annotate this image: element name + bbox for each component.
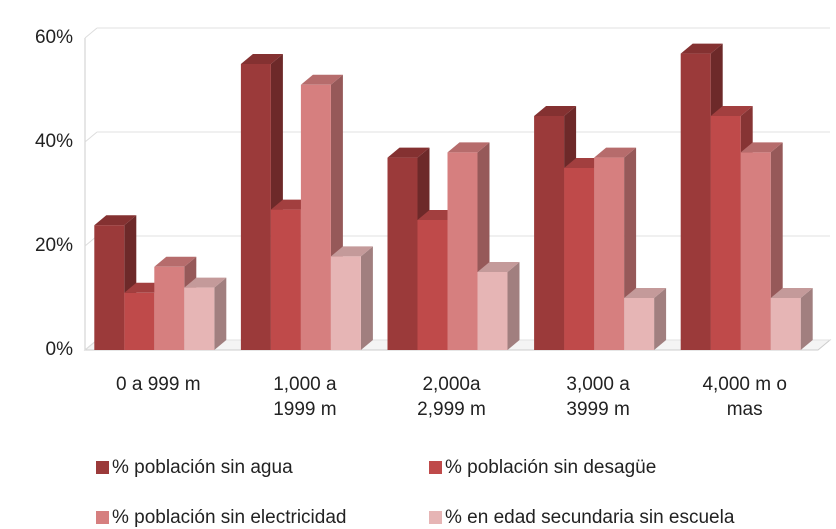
bar-side — [360, 246, 373, 350]
bar-top — [680, 43, 723, 54]
legend-label: % población sin desagüe — [445, 457, 656, 478]
bar — [594, 157, 625, 350]
bar-top — [330, 246, 373, 257]
bar-side — [507, 262, 520, 350]
bar — [300, 84, 331, 351]
legend-marker — [429, 511, 442, 524]
bar-top — [154, 256, 197, 267]
bar-side — [800, 288, 813, 350]
bar — [710, 116, 741, 350]
bar — [680, 53, 711, 350]
legend-marker — [96, 511, 109, 524]
legend-marker — [96, 461, 109, 474]
x-tick-label: 1,000 a 1999 m — [273, 374, 337, 420]
bar-top — [710, 106, 753, 116]
legend-label: % población sin agua — [112, 457, 293, 478]
bar — [740, 152, 771, 350]
bar-top — [477, 262, 520, 272]
bar — [447, 152, 478, 350]
bar — [124, 292, 155, 350]
bar-top — [770, 288, 813, 298]
bar-top — [534, 106, 577, 116]
legend-label: % en edad secundaria sin escuela — [445, 507, 735, 528]
legend-marker — [429, 461, 442, 474]
bar-top — [594, 147, 637, 158]
bar — [770, 298, 801, 350]
legend-label: % población sin electricidad — [112, 507, 346, 528]
bar — [417, 220, 448, 350]
bar — [330, 256, 361, 350]
bar-top — [300, 74, 343, 85]
x-tick-label: 3,000 a 3999 m — [566, 374, 630, 420]
bar-top — [624, 288, 667, 298]
y-tick-label: 20% — [35, 235, 73, 256]
y-tick-label: 0% — [46, 339, 74, 360]
bar — [534, 116, 565, 350]
bar — [624, 298, 655, 350]
x-tick-label: 4,000 m o mas — [702, 374, 787, 420]
bar-top — [184, 277, 227, 288]
bar-top — [94, 215, 137, 226]
bar-top — [387, 147, 430, 158]
bar — [270, 209, 301, 350]
bar — [184, 287, 215, 350]
x-tick-label: 2,000a 2,999 m — [417, 374, 486, 420]
bar-top — [240, 54, 283, 64]
bar — [387, 157, 418, 350]
bar-side — [214, 277, 227, 350]
bar-top — [447, 142, 490, 153]
grid-line — [84, 131, 98, 143]
y-tick-label: 40% — [35, 131, 73, 152]
bar — [477, 272, 508, 350]
bar — [94, 225, 125, 350]
y-tick-label: 60% — [35, 27, 73, 48]
bar-top — [740, 142, 783, 153]
bar — [564, 168, 595, 350]
grid-line — [84, 27, 98, 39]
bar — [240, 64, 271, 350]
bar — [154, 266, 185, 350]
x-tick-label: 0 a 999 m — [116, 374, 201, 395]
bar-side — [654, 288, 667, 350]
